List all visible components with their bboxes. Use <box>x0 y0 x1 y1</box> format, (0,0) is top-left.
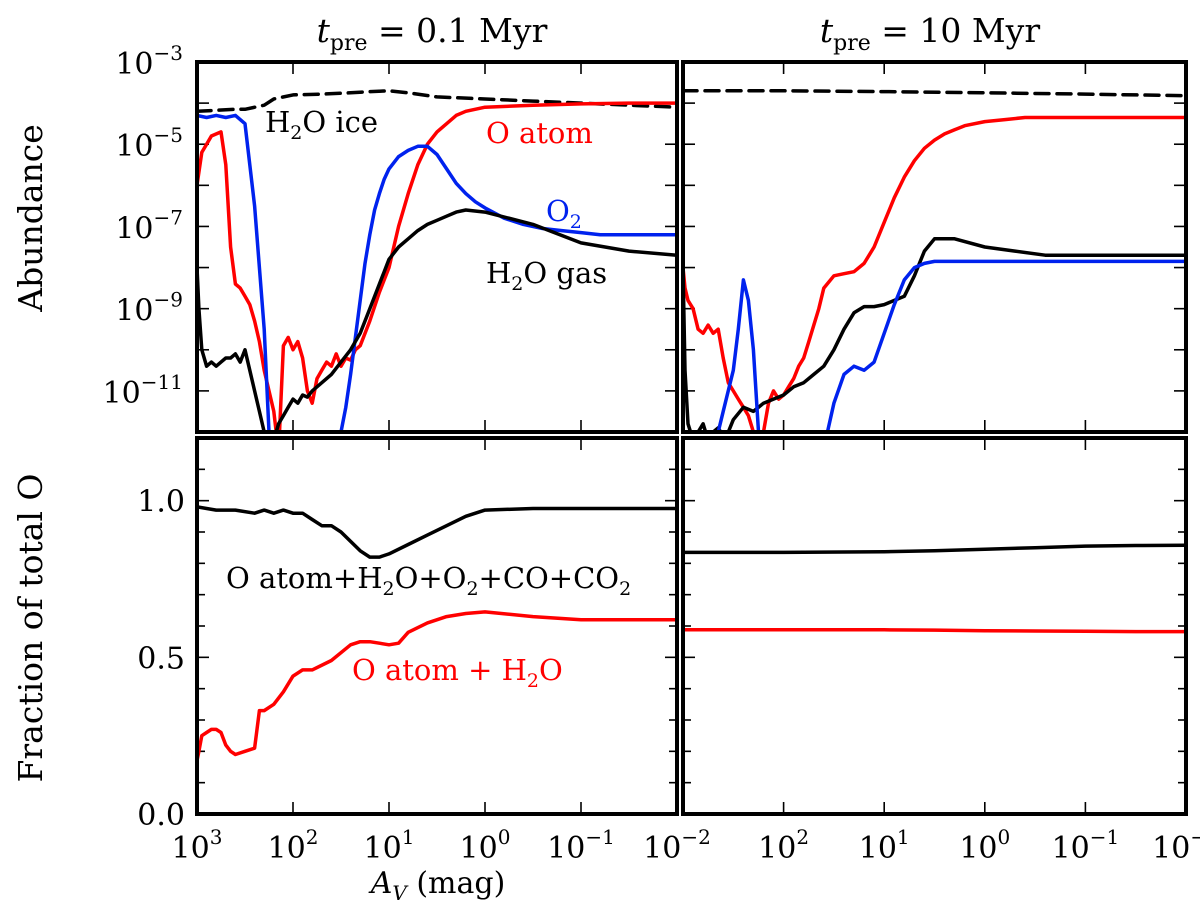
line-h2o-ice <box>197 89 677 114</box>
line-o-atom-h2o <box>683 628 1186 634</box>
x-tick-label: 100 <box>460 825 511 866</box>
ylabel-bottom: Fraction of total O <box>11 474 50 783</box>
x-tick-label: 101 <box>364 825 415 866</box>
line-h2o-gas <box>197 208 677 432</box>
x-tick-labels-right: 102 101 100 10−1 10−2 <box>758 825 1200 866</box>
y-tick-label: 10−9 <box>115 288 183 329</box>
series-group-lb <box>197 505 677 763</box>
line-o2 <box>197 113 677 432</box>
ticks-rb <box>682 437 1187 815</box>
y-tick-label: 10−7 <box>115 205 183 246</box>
x-tick-label: 10−1 <box>547 825 615 866</box>
y-tick-label: 0.5 <box>137 641 185 676</box>
x-tick-label: 100 <box>959 825 1010 866</box>
frame-lb <box>195 436 679 816</box>
y-tick-label: 1.0 <box>137 485 185 520</box>
series-group-rb <box>683 543 1186 634</box>
x-tick-label: 10−2 <box>1152 825 1200 866</box>
label-h2o-ice: H2O ice <box>265 105 378 144</box>
xlabel: AV (mag) <box>368 866 506 903</box>
line-o2 <box>716 259 1186 432</box>
y-tick-label: 10−11 <box>103 370 183 411</box>
x-tick-label: 10−2 <box>643 825 711 866</box>
label-o-h2o: O atom + H2O <box>352 653 563 692</box>
x-tick-label: 103 <box>172 825 223 866</box>
title-left: tpre = 0.1 Myr <box>317 11 548 56</box>
panel-left-bottom <box>195 436 679 816</box>
line-h2o-gas <box>683 237 1186 432</box>
line-o-atom <box>197 101 677 432</box>
line-h2o-ice <box>683 89 1186 98</box>
y-tick-label: 10−3 <box>115 41 183 82</box>
x-tick-label: 101 <box>859 825 910 866</box>
y-tick-labels-top: 10−3 10−5 10−7 10−9 10−11 <box>103 41 183 411</box>
label-o2: O2 <box>546 194 582 233</box>
frame-rt <box>681 60 1188 434</box>
series-group-rt <box>683 89 1186 432</box>
line-o-atom-h2o-o2-co-co2 <box>197 505 677 559</box>
x-tick-label: 102 <box>268 825 319 866</box>
title-right: tpre = 10 Myr <box>820 11 1040 56</box>
ticks-lb <box>196 437 678 815</box>
label-h2o-gas: H2O gas <box>486 256 607 295</box>
label-sum: O atom+H2O+O2+CO+CO2 <box>226 561 631 600</box>
panel-right-top <box>681 60 1188 434</box>
x-tick-labels-left: 103 102 101 100 10−1 10−2 <box>172 825 711 866</box>
y-tick-labels-bottom: 0.0 0.5 1.0 <box>137 485 185 833</box>
frame-lt <box>195 60 679 434</box>
y-tick-label: 10−5 <box>115 123 183 164</box>
frame-rb <box>681 436 1188 816</box>
line-o-atom-h2o <box>197 610 677 763</box>
line-o-atom-h2o-o2-co-co2 <box>683 543 1186 555</box>
x-tick-label: 10−1 <box>1052 825 1120 866</box>
line-o-atom <box>683 115 1186 432</box>
x-tick-label: 102 <box>758 825 809 866</box>
series-group-lt <box>197 89 677 432</box>
panel-left-top <box>195 60 679 434</box>
label-o-atom: O atom <box>486 116 593 150</box>
ylabel-top: Abundance <box>11 124 50 313</box>
y-tick-label: 0.0 <box>137 798 185 833</box>
panel-right-bottom <box>681 436 1188 816</box>
